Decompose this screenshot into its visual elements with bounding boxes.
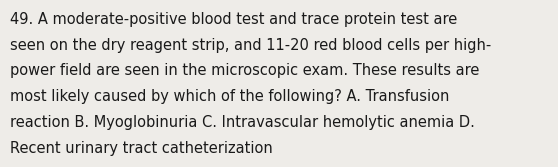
Text: Recent urinary tract catheterization: Recent urinary tract catheterization (10, 141, 273, 156)
Text: power field are seen in the microscopic exam. These results are: power field are seen in the microscopic … (10, 63, 479, 78)
Text: seen on the dry reagent strip, and 11-20 red blood cells per high-: seen on the dry reagent strip, and 11-20… (10, 38, 491, 53)
Text: 49. A moderate-positive blood test and trace protein test are: 49. A moderate-positive blood test and t… (10, 12, 458, 27)
Text: most likely caused by which of the following? A. Transfusion: most likely caused by which of the follo… (10, 89, 449, 104)
Text: reaction B. Myoglobinuria C. Intravascular hemolytic anemia D.: reaction B. Myoglobinuria C. Intravascul… (10, 115, 475, 130)
